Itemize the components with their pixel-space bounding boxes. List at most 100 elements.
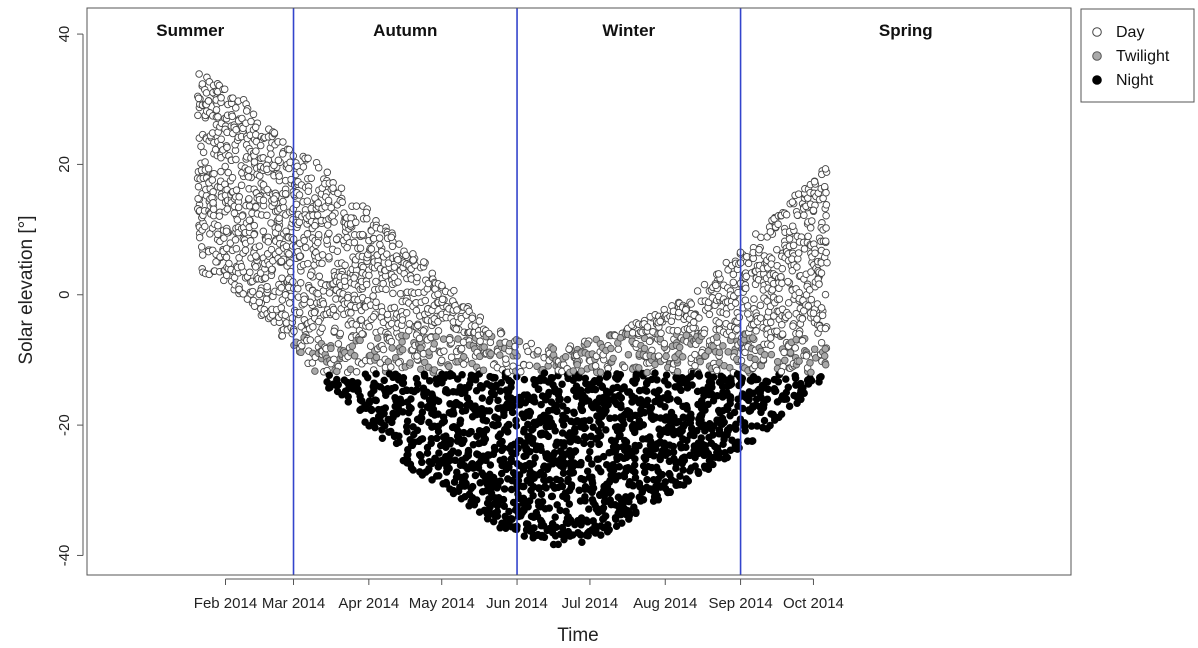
- x-tick-label: Oct 2014: [783, 595, 844, 612]
- point-day: [735, 313, 744, 322]
- point-day: [365, 271, 373, 280]
- point-day: [379, 345, 388, 354]
- point-night: [678, 426, 686, 435]
- point-day: [388, 242, 397, 251]
- point-night: [682, 443, 690, 451]
- y-tick-label: 0: [56, 291, 73, 299]
- point-night: [460, 436, 468, 444]
- point-night: [587, 440, 595, 449]
- point-twilight: [673, 367, 682, 376]
- point-day: [402, 309, 411, 317]
- point-twilight: [806, 359, 814, 367]
- point-night: [682, 402, 691, 410]
- point-day: [277, 304, 286, 312]
- point-night: [620, 436, 629, 445]
- point-twilight: [573, 360, 582, 369]
- point-day: [409, 256, 417, 264]
- point-twilight: [406, 359, 414, 367]
- point-day: [255, 242, 264, 250]
- point-day: [215, 212, 224, 220]
- point-night: [585, 505, 593, 513]
- point-night: [565, 500, 574, 508]
- point-day: [384, 259, 393, 267]
- point-day: [323, 221, 332, 229]
- data-points: [193, 70, 831, 549]
- point-day: [295, 191, 304, 199]
- point-day: [286, 259, 294, 267]
- point-night: [770, 385, 779, 393]
- point-day: [194, 182, 203, 191]
- x-tick-label: Aug 2014: [633, 595, 697, 612]
- point-day: [822, 188, 830, 197]
- point-night: [701, 427, 709, 435]
- point-day: [808, 217, 816, 225]
- point-night: [485, 407, 494, 415]
- point-night: [427, 439, 435, 448]
- point-day: [221, 162, 229, 171]
- point-twilight: [715, 348, 724, 357]
- point-night: [560, 535, 568, 544]
- point-day: [438, 281, 446, 290]
- point-night: [735, 444, 743, 452]
- point-night: [507, 378, 516, 387]
- point-twilight: [609, 354, 617, 363]
- point-day: [452, 325, 461, 333]
- point-night: [643, 475, 651, 484]
- point-night: [578, 538, 586, 546]
- point-night: [409, 466, 417, 474]
- point-day: [304, 154, 312, 163]
- x-tick-label: Feb 2014: [194, 595, 257, 612]
- point-day: [323, 236, 331, 244]
- legend-label-night: Night: [1116, 72, 1154, 89]
- point-day: [817, 269, 826, 277]
- point-day: [817, 338, 826, 347]
- point-night: [534, 385, 543, 394]
- point-day: [279, 138, 287, 146]
- point-day: [259, 196, 268, 205]
- point-night: [333, 375, 341, 384]
- point-night: [620, 470, 628, 479]
- point-night: [603, 370, 612, 378]
- point-night: [777, 410, 786, 418]
- point-night: [651, 369, 659, 377]
- point-night: [631, 455, 639, 463]
- point-night: [784, 383, 793, 392]
- point-day: [250, 158, 259, 166]
- point-day: [379, 279, 387, 288]
- point-night: [617, 403, 625, 412]
- point-night: [605, 526, 613, 534]
- point-night: [435, 472, 443, 480]
- point-day: [340, 277, 349, 285]
- point-night: [548, 492, 557, 501]
- point-night: [655, 386, 663, 395]
- point-night: [530, 393, 538, 402]
- point-night: [439, 413, 448, 421]
- point-day: [275, 214, 283, 222]
- point-day: [347, 309, 355, 317]
- point-day: [822, 211, 830, 220]
- legend-label-day: Day: [1116, 24, 1144, 41]
- point-day: [389, 289, 397, 298]
- point-day: [798, 315, 807, 323]
- point-day: [823, 258, 831, 267]
- point-day: [194, 194, 202, 203]
- x-tick-label: May 2014: [409, 595, 475, 612]
- point-twilight: [297, 348, 305, 357]
- point-night: [580, 439, 588, 448]
- point-day: [202, 89, 211, 97]
- point-day: [278, 332, 287, 340]
- point-night: [541, 483, 549, 491]
- point-day: [778, 330, 787, 338]
- point-day: [809, 309, 818, 317]
- point-night: [678, 459, 687, 468]
- point-night: [500, 485, 509, 493]
- point-night: [471, 471, 480, 480]
- point-day: [350, 238, 359, 247]
- point-twilight: [607, 344, 615, 353]
- point-day: [285, 250, 293, 258]
- y-tick-label: 20: [56, 156, 73, 173]
- point-day: [778, 279, 786, 287]
- point-day: [778, 264, 787, 273]
- point-day: [394, 278, 402, 286]
- x-axis-title: Time: [557, 625, 599, 646]
